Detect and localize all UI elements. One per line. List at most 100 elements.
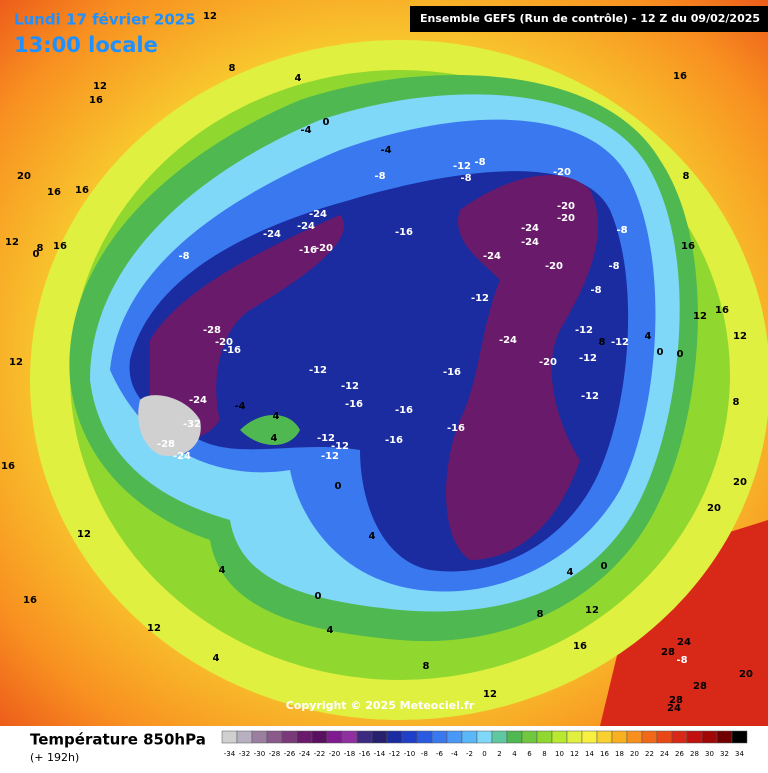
color-swatch [521,730,538,744]
color-swatch [416,730,433,744]
contour-label: 16 [23,595,37,606]
contour-label: 4 [645,331,652,342]
contour-label: 28 [693,681,707,692]
contour-label: -28 [157,439,175,450]
contour-label: -12 [321,451,339,462]
color-tick-label: 34 [735,750,744,758]
contour-label: -12 [581,391,599,402]
color-tick-label: -6 [436,750,444,758]
contour-label: -8 [616,225,627,236]
color-swatch [626,730,643,744]
contour-label: 16 [1,461,15,472]
contour-label: 16 [89,95,103,106]
contour-label: -20 [539,357,557,368]
color-tick-label: 30 [705,750,714,758]
contour-label: -16 [395,227,413,238]
legend-subtitle: (+ 192h) [30,751,79,764]
color-tick-label: 32 [720,750,729,758]
color-swatch [611,730,628,744]
contour-label: 8 [37,243,44,254]
contour-label: -20 [557,213,575,224]
color-tick-label: -4 [451,750,459,758]
contour-label: -12 [611,337,629,348]
color-swatch [251,730,268,744]
color-swatch [236,730,253,744]
contour-label: 0 [323,117,330,128]
contour-label: 28 [661,647,675,658]
color-tick-label: 24 [660,750,669,758]
color-swatch [431,730,448,744]
contour-label: 0 [601,561,608,572]
color-tick-label: -20 [329,750,340,758]
contour-label: -24 [297,221,315,232]
contour-label: 12 [93,81,107,92]
color-swatch [446,730,463,744]
color-swatch [371,730,388,744]
contour-label: 4 [219,565,226,576]
color-tick-label: -30 [254,750,265,758]
color-swatch [506,730,523,744]
color-tick-label: 2 [497,750,501,758]
contour-label: 20 [17,171,31,182]
contour-label: -8 [590,285,601,296]
color-swatch [266,730,283,744]
contour-label: 8 [599,337,606,348]
contour-label: -20 [545,261,563,272]
contour-label: 16 [75,185,89,196]
contour-label: 8 [423,661,430,672]
contour-label: 20 [733,477,747,488]
contour-label: -24 [173,451,191,462]
contour-label: -12 [309,365,327,376]
color-swatch [221,730,238,744]
color-swatch [671,730,688,744]
contour-label: -16 [447,423,465,434]
contour-label: -20 [553,167,571,178]
color-swatch [341,730,358,744]
color-swatch [311,730,328,744]
contour-label: 0 [33,249,40,260]
contour-label: -16 [385,435,403,446]
copyright: Copyright © 2025 Meteociel.fr [286,699,475,712]
contour-label: 12 [693,311,707,322]
contour-label: -4 [380,145,391,156]
contour-label: -32 [183,419,201,430]
color-tick-label: -26 [284,750,296,758]
contour-label: 20 [739,669,753,680]
contour-label: -8 [460,173,471,184]
color-tick-label: 10 [555,750,564,758]
contour-label: 8 [733,397,740,408]
contour-label: 12 [203,11,217,22]
contour-label: -8 [474,157,485,168]
color-swatch [281,730,298,744]
color-swatch [701,730,718,744]
color-swatch [326,730,343,744]
color-tick-label: 16 [600,750,609,758]
contour-label: -8 [616,225,627,236]
contour-label: 0 [315,591,322,602]
contour-label: 0 [335,481,342,492]
color-swatch [401,730,418,744]
contour-label: 16 [53,241,67,252]
contour-label: 4 [213,653,220,664]
color-swatch [596,730,613,744]
contour-label: -24 [263,229,281,240]
contour-label: 4 [295,73,302,84]
contour-label: -12 [579,353,597,364]
color-swatch [551,730,568,744]
color-tick-label: 8 [542,750,546,758]
color-tick-label: 14 [585,750,594,758]
contour-label: -24 [309,209,327,220]
contour-label: 20 [707,503,721,514]
contour-label: -28 [203,325,221,336]
contour-label: 12 [733,331,747,342]
contour-label: -12 [341,381,359,392]
contour-label: -4 [300,125,311,136]
color-swatch [686,730,703,744]
color-tick-label: 4 [512,750,517,758]
color-swatch [581,730,598,744]
color-tick-label: 12 [570,750,579,758]
contour-label: -8 [676,655,687,666]
color-swatch [536,730,553,744]
contour-label: 28 [669,695,683,706]
